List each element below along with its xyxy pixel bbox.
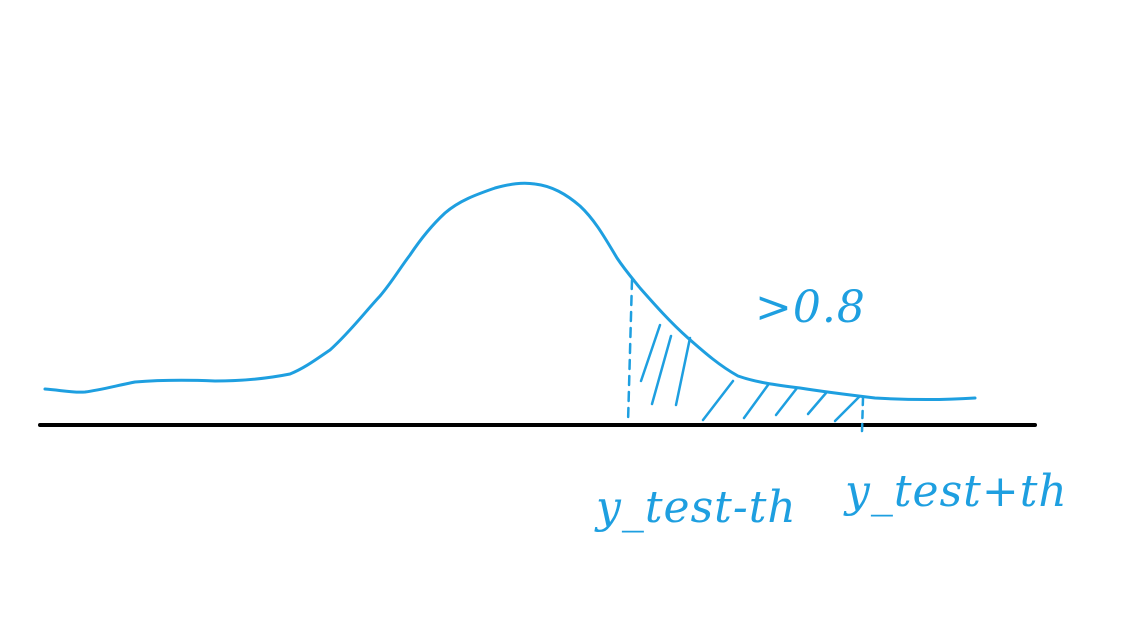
hatch-stroke <box>774 386 799 417</box>
hatch-stroke <box>701 379 735 422</box>
hatch-stroke <box>806 391 828 416</box>
distribution-curve <box>43 181 977 401</box>
lower-bound-label: y_test-th <box>594 482 797 533</box>
hatched-region <box>639 323 861 423</box>
upper-bound-dashed-line <box>860 396 865 434</box>
probability-annotation: >0.8 <box>755 282 866 333</box>
hatch-stroke <box>833 395 861 423</box>
hatch-stroke <box>650 334 673 406</box>
hatch-stroke <box>639 323 662 383</box>
hatch-stroke <box>674 336 692 407</box>
lower-bound-dashed-line <box>626 278 634 425</box>
upper-bound-label: y_test+th <box>843 466 1068 517</box>
hatch-stroke <box>742 383 770 420</box>
